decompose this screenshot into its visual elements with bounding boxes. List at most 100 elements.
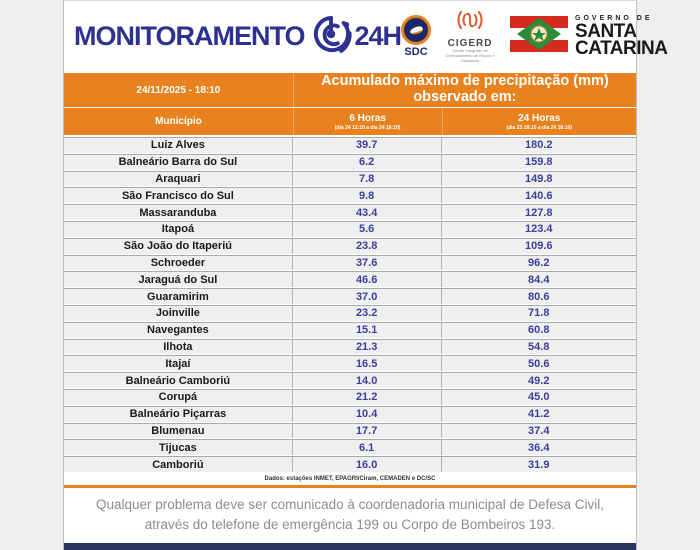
value-24h-cell: 60.8 — [528, 324, 550, 337]
cigerd-waves-icon — [453, 8, 487, 37]
municipality-cell: Balneário Piçarras — [64, 406, 293, 422]
value-6h-cell: 46.6 — [293, 272, 442, 288]
footer-line-1: Qualquer problema deve ser comunicado à … — [95, 496, 605, 512]
santa-catarina-flag-icon — [510, 15, 569, 57]
value-6h-cell: 15.1 — [293, 322, 442, 338]
cigerd-subtext: Centro Integrado de Gerenciamento de Ris… — [445, 48, 495, 63]
value-24h-cell: 49.2 — [528, 374, 550, 387]
municipality-cell: Tijucas — [64, 440, 293, 456]
value-6h-cell: 9.8 — [293, 188, 442, 204]
logo-band: MONITORAMENTO 24H — [64, 1, 668, 71]
municipality-cell: Corupá — [64, 389, 293, 405]
value-24h-cell: 37.4 — [528, 424, 550, 437]
municipality-cell: Navegantes — [64, 322, 293, 338]
value-6h-cell: 17.7 — [293, 423, 442, 439]
table-row: Tijucas 6.1 36.4 — [64, 439, 636, 456]
orange-divider — [64, 484, 636, 488]
table-row: Itajaí 16.5 50.6 — [64, 355, 636, 372]
radar-24h-icon — [309, 12, 353, 61]
value-6h-cell: 7.8 — [293, 171, 442, 187]
municipality-cell: São João do Itaperiú — [64, 238, 293, 254]
table-row: Massaranduba 43.4 127.8 — [64, 204, 636, 220]
footer-notice: Qualquer problema deve ser comunicado à … — [64, 487, 636, 543]
table-row: Blumenau 17.7 37.4 — [64, 422, 636, 439]
value-6h-cell: 23.2 — [293, 305, 442, 321]
table-title: Acumulado máximo de precipitação (mm) ob… — [321, 73, 609, 105]
table-row: Balneário Piçarras 10.4 41.2 — [64, 405, 636, 422]
value-6h-cell: 37.0 — [293, 289, 442, 304]
municipality-cell: Jaraguá do Sul — [64, 272, 293, 288]
municipality-cell: Balneário Barra do Sul — [64, 154, 293, 170]
value-6h-cell: 10.4 — [293, 406, 442, 422]
column-header-6-horas: 6 Horas (dia 24 12:10 a dia 24 18:10) — [292, 108, 442, 135]
column-header-24-horas: 24 Horas (dia 23 18:10 a dia 24 18:10) — [441, 108, 636, 135]
municipality-cell: Joinville — [64, 305, 293, 321]
value-24h-cell: 149.8 — [524, 172, 553, 185]
value-6h-cell: 6.1 — [293, 440, 442, 456]
footer-line-2: através do telefone de emergência 199 ou… — [144, 517, 556, 533]
value-24h-cell: 140.6 — [524, 189, 553, 202]
value-6h-cell: 39.7 — [293, 138, 442, 153]
table-row: São João do Itaperiú 23.8 109.6 — [64, 237, 636, 254]
sdc-logo: SDC — [401, 14, 432, 58]
value-24h-cell: 127.8 — [524, 206, 553, 219]
municipality-cell: Guaramirim — [64, 289, 293, 304]
value-6h-cell: 37.6 — [293, 255, 442, 271]
value-24h-cell: 159.8 — [524, 156, 553, 169]
table-row: Itapoá 5.6 123.4 — [64, 220, 636, 237]
value-24h-cell: 50.6 — [528, 357, 550, 370]
municipality-cell: Balneário Camboriú — [64, 373, 293, 388]
monitoramento-24h-logo: MONITORAMENTO 24H — [74, 12, 402, 61]
table-row: Guaramirim 37.0 80.6 — [64, 288, 636, 304]
table-row: Corupá 21.2 45.0 — [64, 388, 636, 405]
santa-label: SANTA — [575, 20, 637, 42]
value-6h-cell: 21.3 — [293, 339, 442, 355]
table-header: 24/11/2025 - 18:10 Acumulado máximo de p… — [64, 73, 636, 135]
cigerd-label: CIGERD — [447, 38, 493, 50]
table-header-row-1: 24/11/2025 - 18:10 Acumulado máximo de p… — [64, 73, 636, 107]
timestamp-label: 24/11/2025 - 18:10 — [136, 84, 221, 96]
table-title-cell: Acumulado máximo de precipitação (mm) ob… — [292, 73, 636, 107]
value-24h-cell: 96.2 — [528, 256, 550, 269]
table-row: Araquari 7.8 149.8 — [64, 170, 636, 187]
value-6h-cell: 6.2 — [293, 154, 442, 170]
precipitation-table-body: Luiz Alves 39.7 180.2 Balneário Barra do… — [64, 137, 636, 473]
municipality-cell: Itapoá — [64, 221, 293, 237]
municipality-cell: Camboriú — [64, 457, 293, 472]
value-24h-cell: 180.2 — [524, 139, 553, 152]
table-row: Luiz Alves 39.7 180.2 — [64, 137, 636, 153]
table-row: Schroeder 37.6 96.2 — [64, 254, 636, 271]
governo-santa-catarina-logo: GOVERNO DE SANTA CATARINA — [510, 14, 668, 59]
table-row: Joinville 23.2 71.8 — [64, 304, 636, 321]
bottom-navy-bar — [64, 543, 636, 550]
table-header-row-2: Município 6 Horas (dia 24 12:10 a dia 24… — [64, 108, 636, 135]
cigerd-logo: CIGERD Centro Integrado de Gerenciamento… — [440, 8, 500, 63]
value-24h-cell: 36.4 — [528, 441, 550, 454]
column-subtext-24-horas: (dia 23 18:10 a dia 24 18:10) — [506, 124, 573, 131]
municipality-cell: Itajaí — [64, 356, 293, 372]
value-24h-cell: 45.0 — [528, 391, 550, 404]
table-row: Balneário Barra do Sul 6.2 159.8 — [64, 153, 636, 170]
value-6h-cell: 43.4 — [293, 205, 442, 220]
catarina-label: CATARINA — [575, 38, 668, 59]
value-24h-cell: 54.8 — [528, 340, 550, 353]
municipality-cell: Ilhota — [64, 339, 293, 355]
value-6h-cell: 21.2 — [293, 389, 442, 405]
governo-de-label: GOVERNO DE — [575, 14, 653, 22]
municipality-cell: Luiz Alves — [64, 138, 293, 153]
table-row: Camboriú 16.0 31.9 — [64, 456, 636, 472]
data-source-note: Dados: estações INMET, EPAGRI/Ciram, CEM… — [264, 475, 436, 482]
table-row: Jaraguá do Sul 46.6 84.4 — [64, 271, 636, 288]
value-24h-cell: 109.6 — [524, 240, 553, 253]
table-row: São Francisco do Sul 9.8 140.6 — [64, 187, 636, 204]
column-subtext-6-horas: (dia 24 12:10 a dia 24 18:10) — [334, 124, 401, 131]
value-6h-cell: 16.0 — [293, 457, 442, 472]
value-6h-cell: 5.6 — [293, 221, 442, 237]
bulletin-panel: MONITORAMENTO 24H — [63, 0, 668, 550]
governo-wordmark: GOVERNO DE SANTA CATARINA — [575, 14, 668, 59]
value-24h-cell: 41.2 — [528, 408, 550, 421]
table-row: Ilhota 21.3 54.8 — [64, 338, 636, 355]
table-row: Navegantes 15.1 60.8 — [64, 321, 636, 338]
value-24h-cell: 80.6 — [528, 290, 550, 303]
